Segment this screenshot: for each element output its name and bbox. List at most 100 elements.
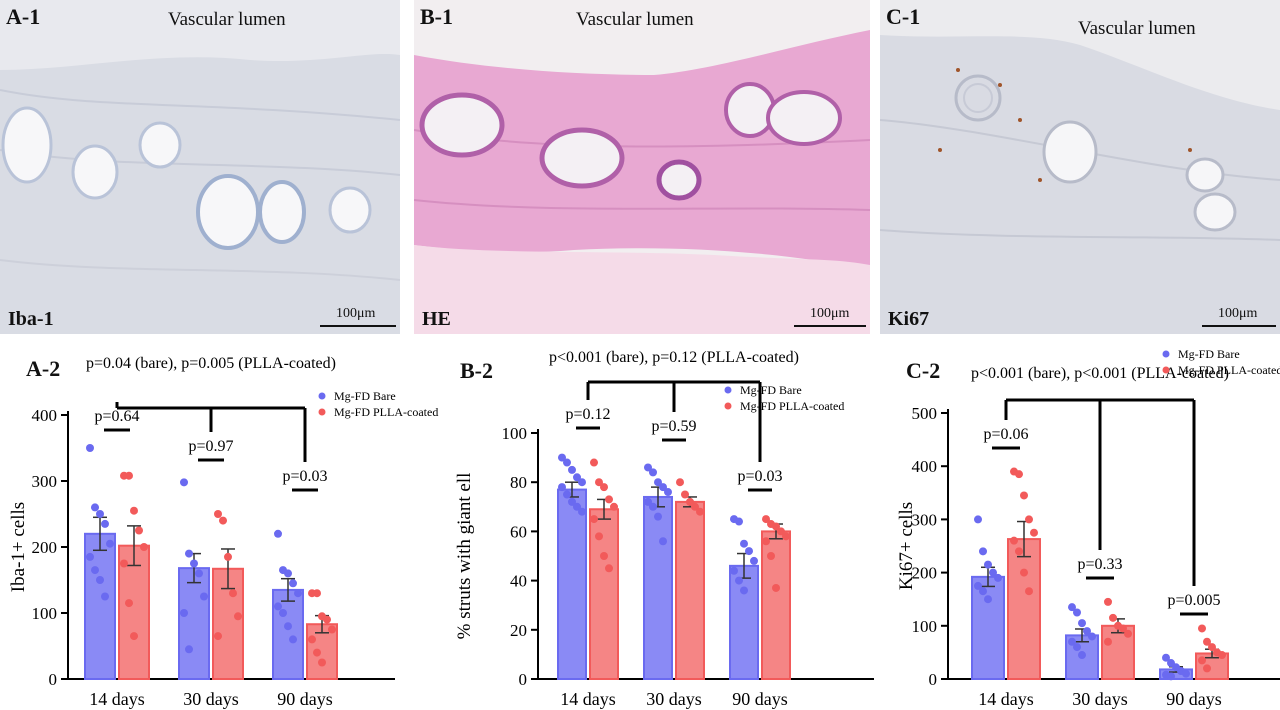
stain-label-b1: HE: [422, 308, 451, 330]
pair-p-value: p=0.97: [188, 438, 233, 455]
data-point: [563, 490, 571, 499]
data-point: [772, 522, 780, 531]
scale-bar-b1: [794, 325, 866, 327]
data-point: [1025, 587, 1033, 596]
data-point: [1104, 597, 1112, 606]
data-point: [686, 497, 694, 506]
chart-a2: A-2 0 100 200 300 400 Iba-1+ cells 14 days 30 d…: [0, 340, 440, 710]
x-tick-label: 90 days: [732, 689, 788, 709]
data-point: [676, 478, 684, 487]
micrograph-panel-a1: A-1 Vascular lumen Iba-1 100μm: [0, 0, 400, 334]
stain-label-a1: Iba-1: [8, 308, 54, 330]
data-point: [772, 583, 780, 592]
data-point: [767, 552, 775, 560]
y-tick-label: 100: [912, 617, 938, 636]
data-point: [185, 645, 193, 654]
pair-p-value: p=0.06: [983, 426, 1028, 443]
data-point: [86, 552, 94, 561]
data-point: [274, 602, 282, 611]
x-tick-label: 90 days: [1166, 689, 1222, 709]
data-point: [1078, 619, 1086, 628]
micrograph-panel-c1: C-1 Vascular lumen Ki67 100μm: [880, 0, 1280, 334]
legend-label: Mg-FD Bare: [740, 383, 802, 397]
pair-p-value: p=0.12: [565, 406, 610, 423]
data-point: [745, 547, 753, 556]
data-point: [735, 576, 743, 585]
legend-marker: [724, 386, 732, 394]
data-point: [1203, 637, 1211, 646]
data-point: [568, 497, 576, 506]
chart-label-b2: B-2: [460, 358, 493, 383]
data-point: [573, 473, 581, 482]
data-point: [994, 573, 1002, 582]
bar: [971, 575, 1005, 680]
bar: [643, 495, 673, 680]
data-point: [180, 478, 188, 487]
data-point: [180, 609, 188, 617]
data-point: [605, 564, 613, 573]
x-tick-label: 14 days: [978, 689, 1034, 709]
bar: [118, 544, 150, 680]
y-tick-label: 300: [912, 510, 938, 529]
data-point: [681, 490, 689, 499]
data-point: [600, 483, 608, 492]
data-point: [229, 589, 237, 598]
data-point: [318, 658, 326, 667]
data-point: [96, 576, 104, 584]
data-point: [610, 502, 618, 511]
chart-label-c2: C-2: [906, 358, 941, 383]
data-point: [125, 599, 133, 608]
scale-bar-c1: [1202, 325, 1276, 327]
legend-label: Mg-FD PLLA-coated: [334, 405, 438, 419]
y-axis-title: Iba-1+ cells: [8, 502, 29, 592]
y-tick-label: 400: [912, 457, 938, 476]
legend-label: Mg-FD Bare: [1178, 347, 1240, 361]
data-point: [214, 632, 222, 641]
data-point: [328, 625, 336, 634]
data-point: [120, 559, 128, 568]
data-point: [1073, 608, 1081, 617]
data-point: [91, 566, 99, 575]
bar: [1007, 538, 1041, 680]
y-tick-label: 60: [510, 522, 527, 541]
chart-a2-svg: 0 100 200 300 400 Iba-1+ cells 14 days 30 days 9…: [8, 355, 438, 709]
pair-p-value: p=0.03: [282, 468, 327, 485]
data-point: [200, 592, 208, 601]
data-point: [762, 515, 770, 524]
data-point: [1030, 528, 1038, 537]
y-tick-label: 100: [502, 424, 528, 443]
bar: [589, 508, 619, 680]
data-point: [313, 648, 321, 657]
data-point: [234, 612, 242, 621]
data-point: [600, 552, 608, 560]
data-point: [1198, 624, 1206, 633]
y-tick-label: 100: [32, 604, 58, 623]
legend-marker: [724, 402, 732, 410]
chart-label-a2: A-2: [26, 356, 61, 381]
lumen-label-c1: Vascular lumen: [1078, 18, 1196, 39]
data-point: [750, 556, 758, 565]
data-point: [91, 503, 99, 512]
data-point: [190, 559, 198, 568]
data-point: [140, 543, 148, 551]
data-point: [984, 595, 992, 604]
data-point: [106, 539, 114, 548]
data-point: [279, 609, 287, 617]
data-point: [558, 483, 566, 492]
legend-label: Mg-FD Bare: [334, 389, 396, 403]
data-point: [979, 547, 987, 556]
micrograph-panel-b1: B-1 Vascular lumen HE 100μm: [414, 0, 870, 334]
data-point: [101, 519, 109, 528]
chart-b2: B-2 0 20 40 60 80 100 % struts with giant ell 1…: [440, 340, 880, 710]
y-tick-label: 0: [519, 670, 528, 689]
data-point: [644, 463, 652, 472]
data-point: [135, 526, 143, 535]
y-tick-label: 500: [912, 404, 938, 423]
legend-marker: [1162, 350, 1170, 358]
data-point: [214, 510, 222, 518]
data-point: [989, 568, 997, 577]
pair-p-value: p=0.64: [94, 408, 139, 425]
x-tick-label: 90 days: [277, 689, 333, 709]
data-point: [289, 635, 297, 644]
x-tick-label: 14 days: [560, 689, 616, 709]
